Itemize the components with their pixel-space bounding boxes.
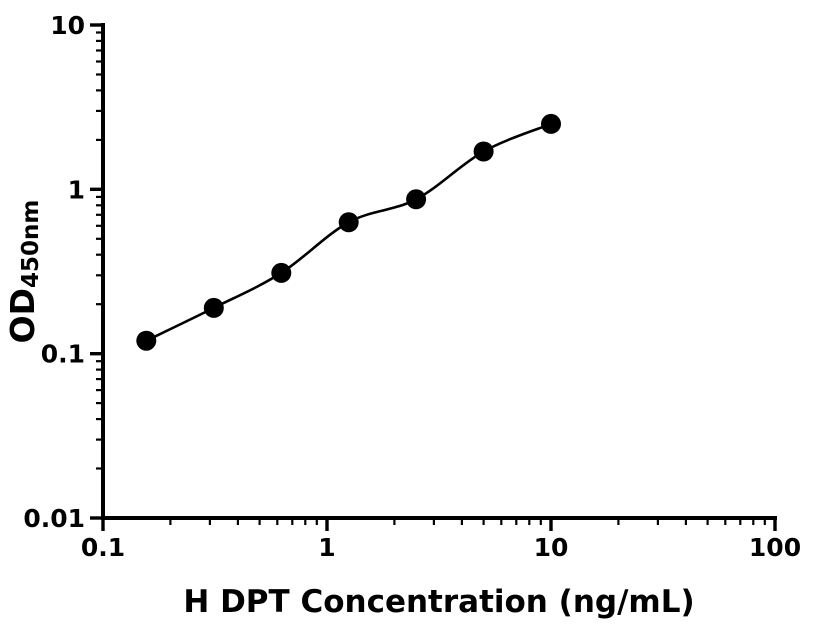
x-tick-label: 100 <box>749 533 801 562</box>
data-point <box>203 297 224 318</box>
y-axis-title: OD450nm <box>3 200 44 344</box>
y-axis-title-main: OD <box>3 288 42 343</box>
x-tick-label: 1 <box>318 533 335 562</box>
x-axis-title: H DPT Concentration (ng/mL) <box>183 584 694 620</box>
y-tick-label: 1 <box>68 175 85 204</box>
data-point <box>406 189 427 210</box>
y-axis-title-subscript: 450nm <box>18 200 44 288</box>
data-point <box>541 113 561 134</box>
x-tick-label: 10 <box>534 533 569 562</box>
data-point <box>473 141 494 162</box>
data-point <box>136 330 157 351</box>
data-point <box>271 262 292 283</box>
axis-line <box>101 23 777 520</box>
y-tick-label: 0.1 <box>41 340 85 369</box>
y-tick-label: 10 <box>50 11 85 40</box>
y-tick-label: 0.01 <box>23 504 85 533</box>
x-tick-label: 0.1 <box>81 533 125 562</box>
data-point <box>338 212 359 233</box>
